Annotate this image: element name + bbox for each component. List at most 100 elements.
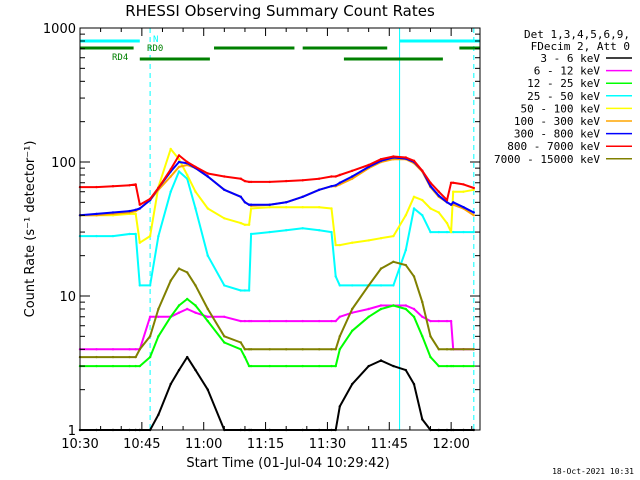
data-point-8-25 [351,307,354,311]
data-point-7-27 [379,158,383,161]
data-point-6-25 [351,175,354,178]
data-point-4-19 [285,206,288,209]
data-point-5-25 [351,177,354,180]
flag-n-label: N [153,35,158,45]
data-point-7-4 [134,183,137,186]
data-point-2-27 [379,307,383,311]
data-point-8-31 [421,300,424,304]
data-point-3-34 [445,230,449,234]
data-point-8-7 [157,307,160,311]
data-point-8-27 [379,267,383,270]
data-point-7-38 [472,186,475,190]
data-point-2-25 [351,329,354,332]
data-point-8-3 [128,355,131,359]
data-point-2-16 [247,364,251,368]
data-point-6-23 [334,184,337,187]
data-point-2-23 [334,364,337,368]
data-point-8-28 [392,260,395,263]
data-point-8-4 [134,355,137,359]
data-point-3-16 [247,289,251,292]
data-point-7-7 [157,186,160,190]
data-point-3-12 [206,254,209,257]
data-point-4-18 [268,206,271,209]
data-point-6-26 [367,165,370,169]
data-point-0-9 [177,368,181,372]
data-point-4-27 [379,237,383,240]
data-point-8-36 [452,348,455,351]
data-point-8-15 [243,348,247,351]
data-point-3-24 [338,284,341,287]
data-point-4-21 [318,206,321,209]
data-point-6-38 [472,211,475,214]
data-point-2-22 [330,364,333,368]
data-point-7-12 [206,172,209,175]
data-point-1-6 [148,315,152,318]
data-point-2-38 [472,364,475,368]
data-point-7-23 [334,175,337,178]
data-point-2-29 [404,307,407,311]
legend-label-6: 300 - 800 keV [514,128,600,141]
data-point-1-3 [128,348,131,351]
data-point-3-36 [452,230,455,234]
data-point-4-20 [301,206,304,209]
data-point-0-24 [338,405,341,408]
data-point-1-17 [249,319,253,323]
data-point-8-32 [429,335,432,338]
data-point-4-8 [169,147,172,151]
data-point-3-11 [194,207,197,210]
y-tick-label-0: 1 [68,424,76,439]
data-point-2-15 [243,355,247,359]
data-point-6-18 [268,203,271,206]
data-point-1-22 [330,319,333,323]
legend-label-3: 25 - 50 keV [527,90,600,103]
data-point-3-31 [421,214,424,217]
data-point-0-27 [379,359,383,362]
data-point-3-7 [157,234,160,238]
data-point-4-34 [445,221,449,225]
legend: Det 1,3,4,5,6,9, FDecim 2, Att 0 3 - 6 k… [494,28,632,166]
data-point-1-24 [338,315,341,318]
legend-label-1: 6 - 12 keV [534,65,601,78]
data-point-1-12 [206,315,209,318]
data-point-4-24 [338,243,341,247]
data-point-8-2 [111,355,115,359]
data-point-8-24 [338,335,341,338]
data-point-7-20 [301,179,304,182]
data-point-6-2 [111,211,115,214]
data-point-6-32 [429,185,432,188]
data-point-2-24 [338,348,341,351]
data-point-6-33 [437,194,440,197]
legend-header-line-2: FDecim 2, Att 0 [531,40,630,53]
legend-label-8: 7000 - 15000 keV [494,153,600,166]
data-point-2-36 [452,364,455,368]
data-point-1-10 [186,307,189,311]
data-point-1-35 [449,319,453,323]
data-point-8-26 [367,284,370,287]
data-point-2-20 [301,364,304,368]
legend-label-0: 3 - 6 keV [540,52,600,65]
data-point-6-12 [206,175,209,178]
footer-timestamp: 18-Oct-2021 10:31 [552,467,634,476]
x-tick-label-0: 10:30 [61,437,98,452]
data-point-4-36 [452,190,455,193]
data-point-8-37 [462,348,465,351]
legend-label-2: 12 - 25 keV [527,77,600,90]
data-point-2-17 [249,364,253,368]
data-point-1-34 [445,319,449,323]
x-tick-label-6: 12:00 [432,437,469,452]
data-point-3-20 [301,227,304,230]
data-point-1-11 [194,311,197,314]
data-point-7-19 [285,179,288,183]
data-point-3-29 [404,248,407,252]
data-point-1-13 [223,315,226,318]
data-point-1-15 [243,319,247,323]
data-point-4-33 [437,211,440,214]
data-point-1-31 [421,315,424,318]
data-point-7-17 [249,180,253,184]
data-point-1-33 [437,319,440,323]
data-point-3-17 [249,232,253,236]
data-point-2-6 [148,355,152,359]
data-point-4-25 [351,241,354,244]
data-point-1-21 [318,319,321,323]
